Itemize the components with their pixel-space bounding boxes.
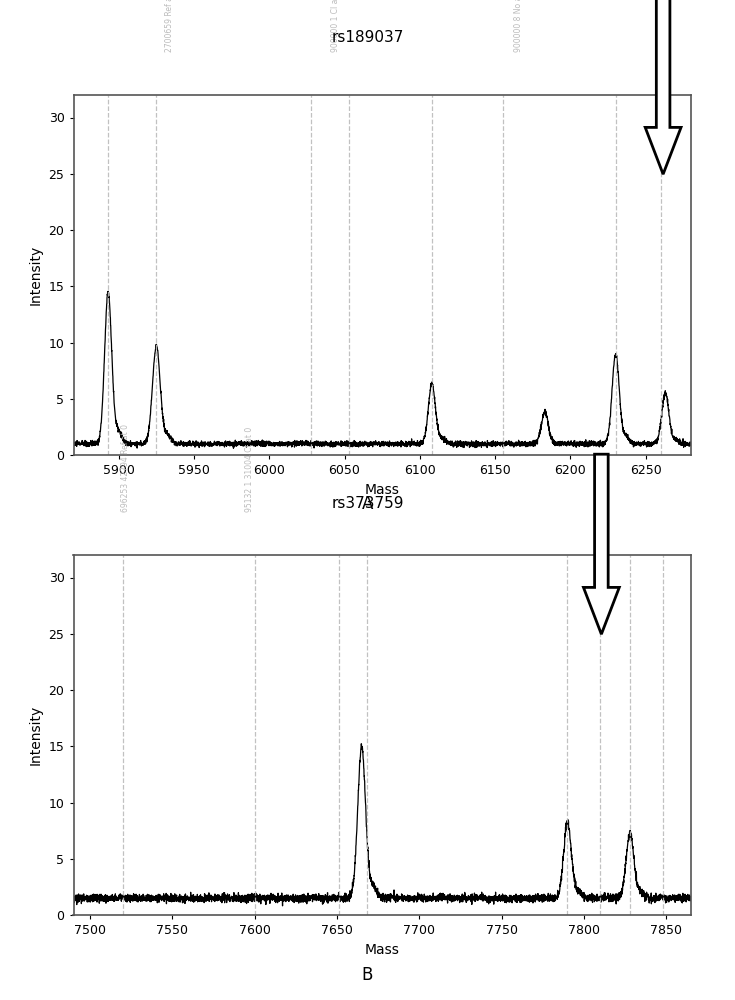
PathPatch shape bbox=[645, 0, 681, 174]
Y-axis label: Intensity: Intensity bbox=[29, 705, 43, 765]
PathPatch shape bbox=[584, 454, 620, 634]
Text: 696253 42794 Ref at 0: 696253 42794 Ref at 0 bbox=[121, 424, 131, 512]
Text: 900000 1 Cl at 0: 900000 1 Cl at 0 bbox=[331, 0, 340, 52]
X-axis label: Mass: Mass bbox=[365, 483, 400, 497]
X-axis label: Mass: Mass bbox=[365, 943, 400, 957]
Text: B: B bbox=[362, 966, 373, 984]
Text: 900000 8 No at580: 900000 8 No at580 bbox=[514, 0, 523, 52]
Text: 2700659 Ref at270: 2700659 Ref at270 bbox=[165, 0, 173, 52]
Y-axis label: Intensity: Intensity bbox=[29, 245, 43, 305]
Text: A: A bbox=[362, 495, 373, 513]
Text: 95132 1 31004 Cl at 0: 95132 1 31004 Cl at 0 bbox=[245, 427, 254, 512]
Text: rs189037: rs189037 bbox=[331, 30, 404, 45]
Text: rs373759: rs373759 bbox=[331, 495, 404, 510]
